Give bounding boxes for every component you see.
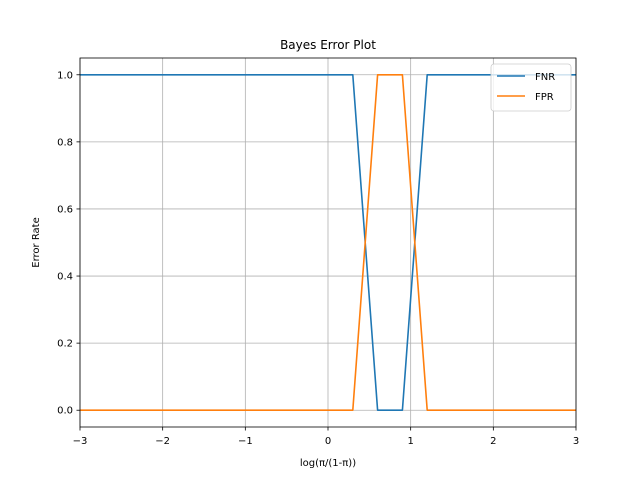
axis-ticks: −3 −2 −1 0 1 2 3 0.0 0.2 0.4 0.6 0.8 1.0 [57,70,579,447]
series-line-fnr [80,73,576,412]
x-tick-label: −1 [238,436,253,447]
x-tick-label: 3 [573,436,579,447]
legend-label-fpr: FPR [535,92,554,103]
series-layer [80,73,576,412]
legend: FNR FPR [490,63,572,112]
y-tick-label: 0.6 [57,204,73,215]
x-tick-label: 2 [490,436,496,447]
y-tick-label: 0.0 [57,406,73,417]
legend-box [490,63,572,112]
x-tick-label: 0 [325,436,331,447]
y-tick-label: 1.0 [57,70,73,81]
x-tick-label: −3 [73,436,88,447]
chart-title: Bayes Error Plot [280,38,376,52]
y-tick-label: 0.4 [57,272,73,283]
series-line-fpr [80,73,576,412]
x-axis-label: log(π/(1-π)) [300,458,356,469]
y-tick-label: 0.2 [57,339,73,350]
x-tick-label: 1 [407,436,413,447]
x-tick-label: −2 [155,436,170,447]
y-axis-label: Error Rate [31,217,42,267]
y-tick-label: 0.8 [57,137,73,148]
legend-label-fnr: FNR [535,72,555,83]
